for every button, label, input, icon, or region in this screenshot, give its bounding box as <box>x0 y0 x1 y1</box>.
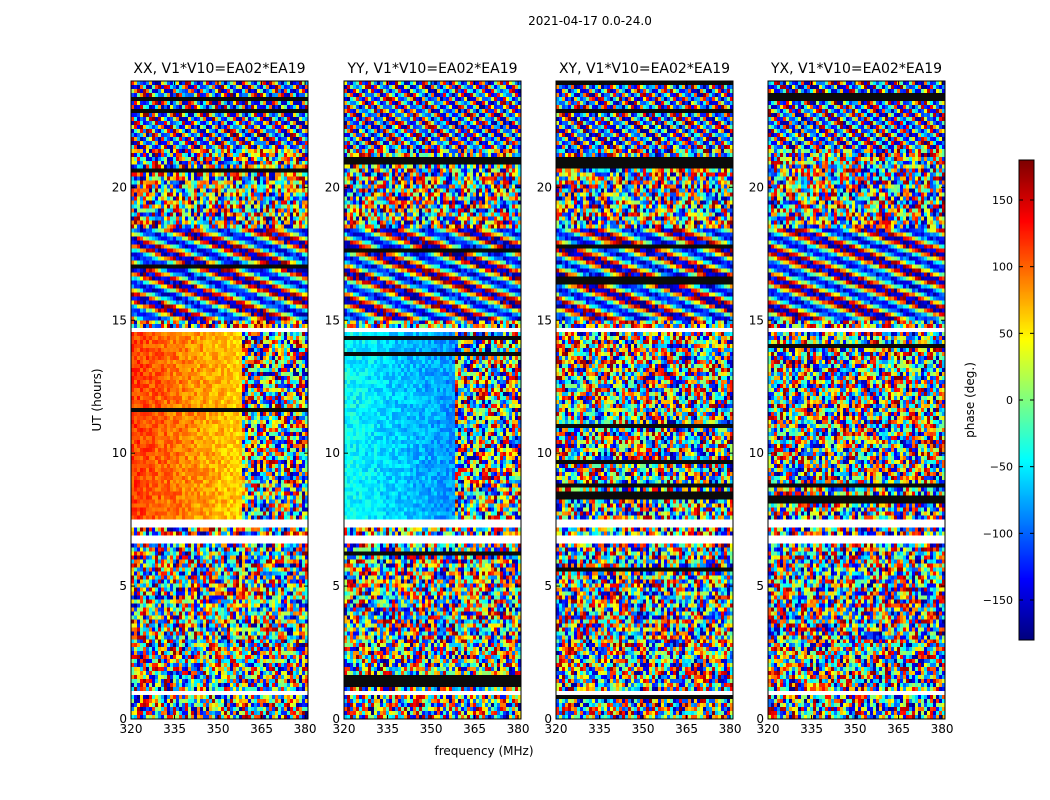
x-tick-label: 335 <box>376 722 399 736</box>
y-tick-label: 5 <box>756 579 764 593</box>
y-tick-label: 15 <box>112 313 127 327</box>
panel-xy: XY, V1*V10=EA02*EA19 320 335 350 365 380 0 5 10 1… <box>537 61 742 736</box>
panel-title: YY, V1*V10=EA02*EA19 <box>346 61 517 77</box>
colorbar-gradient <box>1019 160 1034 640</box>
x-tick-label: 350 <box>632 722 655 736</box>
x-tick-label: 365 <box>675 722 698 736</box>
figure-suptitle: 2021-04-17 0.0-24.0 <box>528 14 652 28</box>
x-tick-label: 365 <box>887 722 910 736</box>
y-tick-label: 15 <box>537 313 552 327</box>
panel-frame <box>343 80 522 720</box>
x-tick-label: 320 <box>757 722 780 736</box>
colorbar: 150 100 50 0 −50 −100 −150 <box>983 159 1035 641</box>
panel-title: XX, V1*V10=EA02*EA19 <box>133 61 305 77</box>
heatmap-xx <box>131 81 308 719</box>
x-tick-label: 380 <box>719 722 742 736</box>
colorbar-tick-label: 150 <box>992 194 1013 207</box>
panel-frame <box>130 80 309 720</box>
x-tick-label: 380 <box>294 722 317 736</box>
x-tick-label: 350 <box>420 722 443 736</box>
x-tick-label: 350 <box>207 722 230 736</box>
heatmap-yx <box>768 81 945 719</box>
y-tick-label: 10 <box>537 446 552 460</box>
y-tick-label: 10 <box>749 446 764 460</box>
x-tick-label: 335 <box>163 722 186 736</box>
colorbar-tick-label: 0 <box>1006 394 1013 407</box>
y-tick-label: 5 <box>544 579 552 593</box>
panel-yx: YX, V1*V10=EA02*EA19 320 335 350 365 380 0 5 10 1… <box>749 61 954 736</box>
y-axis-label: UT (hours) <box>90 368 104 431</box>
x-tick-label: 365 <box>463 722 486 736</box>
y-tick-label: 0 <box>756 712 764 726</box>
y-tick-label: 15 <box>749 313 764 327</box>
x-tick-label: 320 <box>333 722 356 736</box>
colorbar-label: phase (deg.) <box>963 362 977 438</box>
x-tick-label: 380 <box>931 722 954 736</box>
y-tick-label: 10 <box>325 446 340 460</box>
panel-yy: YY, V1*V10=EA02*EA19 320 335 350 365 380 0 5 10 1… <box>325 61 530 736</box>
colorbar-tick-label: −150 <box>983 594 1013 607</box>
x-axis-label: frequency (MHz) <box>434 744 533 758</box>
heatmap-xy <box>556 81 733 719</box>
colorbar-tick-label: 50 <box>999 327 1013 340</box>
x-tick-label: 350 <box>844 722 867 736</box>
heatmap-yy <box>344 81 521 719</box>
x-tick-label: 380 <box>507 722 530 736</box>
x-tick-label: 320 <box>545 722 568 736</box>
y-tick-label: 5 <box>332 579 340 593</box>
y-tick-label: 20 <box>325 180 340 194</box>
colorbar-tick-label: −50 <box>990 461 1013 474</box>
panel-xx: XX, V1*V10=EA02*EA19 320 335 350 365 380 0 5 10 1… <box>112 61 317 736</box>
y-tick-label: 0 <box>544 712 552 726</box>
y-tick-label: 20 <box>112 180 127 194</box>
panel-frame <box>767 80 946 720</box>
y-tick-label: 10 <box>112 446 127 460</box>
y-tick-label: 0 <box>332 712 340 726</box>
x-tick-label: 335 <box>800 722 823 736</box>
y-tick-label: 20 <box>537 180 552 194</box>
colorbar-tick-label: 100 <box>992 261 1013 274</box>
y-tick-label: 0 <box>119 712 127 726</box>
x-tick-label: 320 <box>120 722 143 736</box>
y-tick-label: 20 <box>749 180 764 194</box>
colorbar-tick-label: −100 <box>983 527 1013 540</box>
panel-title: XY, V1*V10=EA02*EA19 <box>559 61 730 77</box>
x-tick-label: 335 <box>588 722 611 736</box>
y-tick-label: 5 <box>119 579 127 593</box>
x-tick-label: 365 <box>250 722 273 736</box>
panel-frame <box>555 80 734 720</box>
panel-title: YX, V1*V10=EA02*EA19 <box>770 61 942 77</box>
y-tick-label: 15 <box>325 313 340 327</box>
panels-layer: XX, V1*V10=EA02*EA19 320 335 350 365 380 0 5 10 1… <box>112 61 954 736</box>
